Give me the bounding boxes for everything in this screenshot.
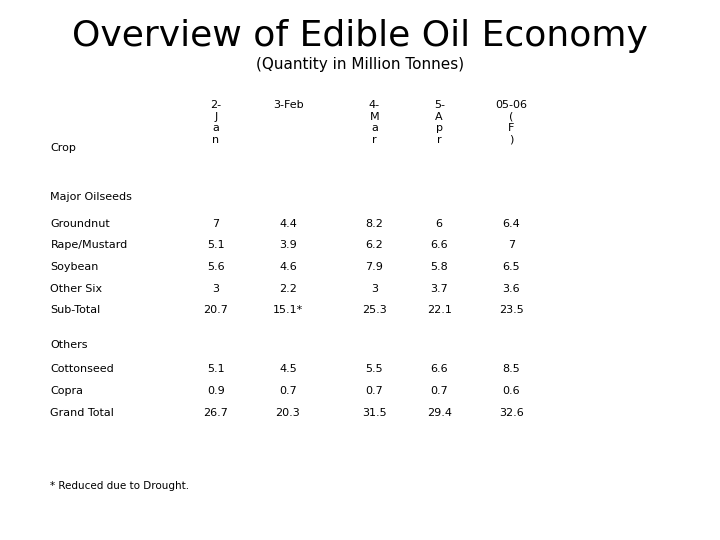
- Text: 3.7: 3.7: [431, 284, 448, 294]
- Text: 26.7: 26.7: [204, 408, 228, 418]
- Text: 29.4: 29.4: [427, 408, 451, 418]
- Text: 15.1*: 15.1*: [273, 305, 303, 315]
- Text: Soybean: Soybean: [50, 262, 99, 272]
- Text: 3-Feb: 3-Feb: [273, 100, 303, 110]
- Text: 32.6: 32.6: [499, 408, 523, 418]
- Text: Crop: Crop: [50, 143, 76, 153]
- Text: 25.3: 25.3: [362, 305, 387, 315]
- Text: 7.9: 7.9: [366, 262, 383, 272]
- Text: 4.6: 4.6: [279, 262, 297, 272]
- Text: * Reduced due to Drought.: * Reduced due to Drought.: [50, 481, 189, 491]
- Text: 4-
M
a
r: 4- M a r: [369, 100, 380, 145]
- Text: 0.9: 0.9: [207, 386, 225, 396]
- Text: 5.1: 5.1: [207, 240, 225, 251]
- Text: 5.1: 5.1: [207, 364, 225, 375]
- Text: 5.6: 5.6: [207, 262, 225, 272]
- Text: 23.5: 23.5: [499, 305, 523, 315]
- Text: Major Oilseeds: Major Oilseeds: [50, 192, 132, 202]
- Text: Overview of Edible Oil Economy: Overview of Edible Oil Economy: [72, 19, 648, 53]
- Text: Sub-Total: Sub-Total: [50, 305, 101, 315]
- Text: Rape/Mustard: Rape/Mustard: [50, 240, 127, 251]
- Text: (Quantity in Million Tonnes): (Quantity in Million Tonnes): [256, 57, 464, 72]
- Text: Grand Total: Grand Total: [50, 408, 114, 418]
- Text: 0.7: 0.7: [279, 386, 297, 396]
- Text: 3: 3: [371, 284, 378, 294]
- Text: 22.1: 22.1: [427, 305, 451, 315]
- Text: 8.5: 8.5: [503, 364, 520, 375]
- Text: Others: Others: [50, 340, 88, 350]
- Text: 20.7: 20.7: [204, 305, 228, 315]
- Text: 0.6: 0.6: [503, 386, 520, 396]
- Text: 6.6: 6.6: [431, 364, 448, 375]
- Text: 31.5: 31.5: [362, 408, 387, 418]
- Text: 6: 6: [436, 219, 443, 229]
- Text: 6.5: 6.5: [503, 262, 520, 272]
- Text: Copra: Copra: [50, 386, 84, 396]
- Text: 2-
J
a
n: 2- J a n: [210, 100, 222, 145]
- Text: 3.6: 3.6: [503, 284, 520, 294]
- Text: 5.5: 5.5: [366, 364, 383, 375]
- Text: 0.7: 0.7: [431, 386, 448, 396]
- Text: 4.5: 4.5: [279, 364, 297, 375]
- Text: Cottonseed: Cottonseed: [50, 364, 114, 375]
- Text: 05-06
(
F
): 05-06 ( F ): [495, 100, 527, 145]
- Text: 7: 7: [212, 219, 220, 229]
- Text: 8.2: 8.2: [366, 219, 383, 229]
- Text: 3: 3: [212, 284, 220, 294]
- Text: 3.9: 3.9: [279, 240, 297, 251]
- Text: 2.2: 2.2: [279, 284, 297, 294]
- Text: 4.4: 4.4: [279, 219, 297, 229]
- Text: Other Six: Other Six: [50, 284, 102, 294]
- Text: 6.4: 6.4: [503, 219, 520, 229]
- Text: 0.7: 0.7: [366, 386, 383, 396]
- Text: 7: 7: [508, 240, 515, 251]
- Text: 6.6: 6.6: [431, 240, 448, 251]
- Text: Groundnut: Groundnut: [50, 219, 110, 229]
- Text: 20.3: 20.3: [276, 408, 300, 418]
- Text: 5.8: 5.8: [431, 262, 448, 272]
- Text: 5-
A
p
r: 5- A p r: [433, 100, 445, 145]
- Text: 6.2: 6.2: [366, 240, 383, 251]
